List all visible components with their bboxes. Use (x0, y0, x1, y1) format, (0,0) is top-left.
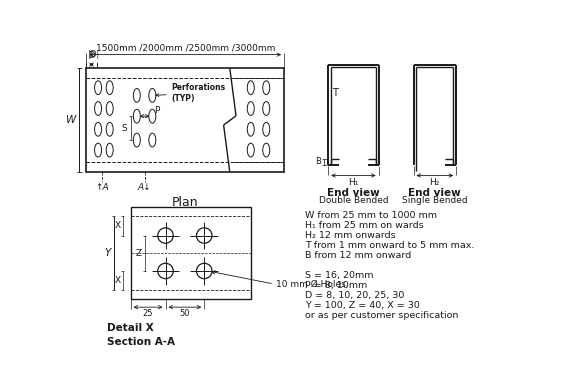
Text: X: X (114, 222, 121, 231)
Text: 10 mm Ø Holes.: 10 mm Ø Holes. (276, 280, 349, 288)
Text: 50: 50 (180, 310, 190, 319)
Text: Single Bended: Single Bended (402, 196, 467, 205)
Text: Y = 100, Z = 40, X = 30: Y = 100, Z = 40, X = 30 (305, 301, 420, 310)
Text: P = 8, 10mm: P = 8, 10mm (305, 281, 367, 290)
Text: End view: End view (327, 188, 380, 198)
Text: or as per customer specification: or as per customer specification (305, 311, 458, 320)
Text: B from 12 mm onward: B from 12 mm onward (305, 251, 411, 260)
Text: H₁ from 25 mm on wards: H₁ from 25 mm on wards (305, 221, 423, 230)
Text: 1500mm /2000mm /2500mm /3000mm: 1500mm /2000mm /2500mm /3000mm (96, 43, 275, 52)
Bar (130, 207, 251, 299)
Text: End view: End view (408, 188, 461, 198)
Text: Plan: Plan (172, 195, 198, 209)
Text: B: B (314, 157, 321, 166)
Text: S: S (122, 124, 128, 133)
Text: W: W (66, 115, 77, 125)
Text: Double Bended: Double Bended (318, 196, 388, 205)
Text: A↓: A↓ (138, 183, 151, 192)
Text: 25: 25 (143, 310, 153, 319)
Text: S = 16, 20mm: S = 16, 20mm (305, 271, 374, 280)
Text: D = 8, 10, 20, 25, 30: D = 8, 10, 20, 25, 30 (305, 291, 404, 300)
Text: ↑A: ↑A (95, 183, 109, 192)
Text: Detail X
Section A-A: Detail X Section A-A (107, 322, 175, 347)
Text: Perforations
(TYP): Perforations (TYP) (156, 84, 226, 103)
Text: Y: Y (104, 248, 110, 258)
Text: T: T (332, 88, 338, 98)
Text: Z: Z (136, 249, 142, 258)
Text: X: X (114, 276, 121, 285)
Bar (86, 68, 284, 172)
Text: P: P (154, 106, 160, 115)
Text: H₂ 12 mm onwards: H₂ 12 mm onwards (305, 231, 396, 240)
Text: T from 1 mm onward to 5 mm max.: T from 1 mm onward to 5 mm max. (305, 241, 474, 250)
Text: H₂: H₂ (430, 178, 440, 187)
Text: D: D (88, 51, 95, 60)
Text: W from 25 mm to 1000 mm: W from 25 mm to 1000 mm (305, 211, 437, 220)
Text: H₁: H₁ (348, 178, 358, 187)
Text: |D|: |D| (88, 50, 99, 59)
